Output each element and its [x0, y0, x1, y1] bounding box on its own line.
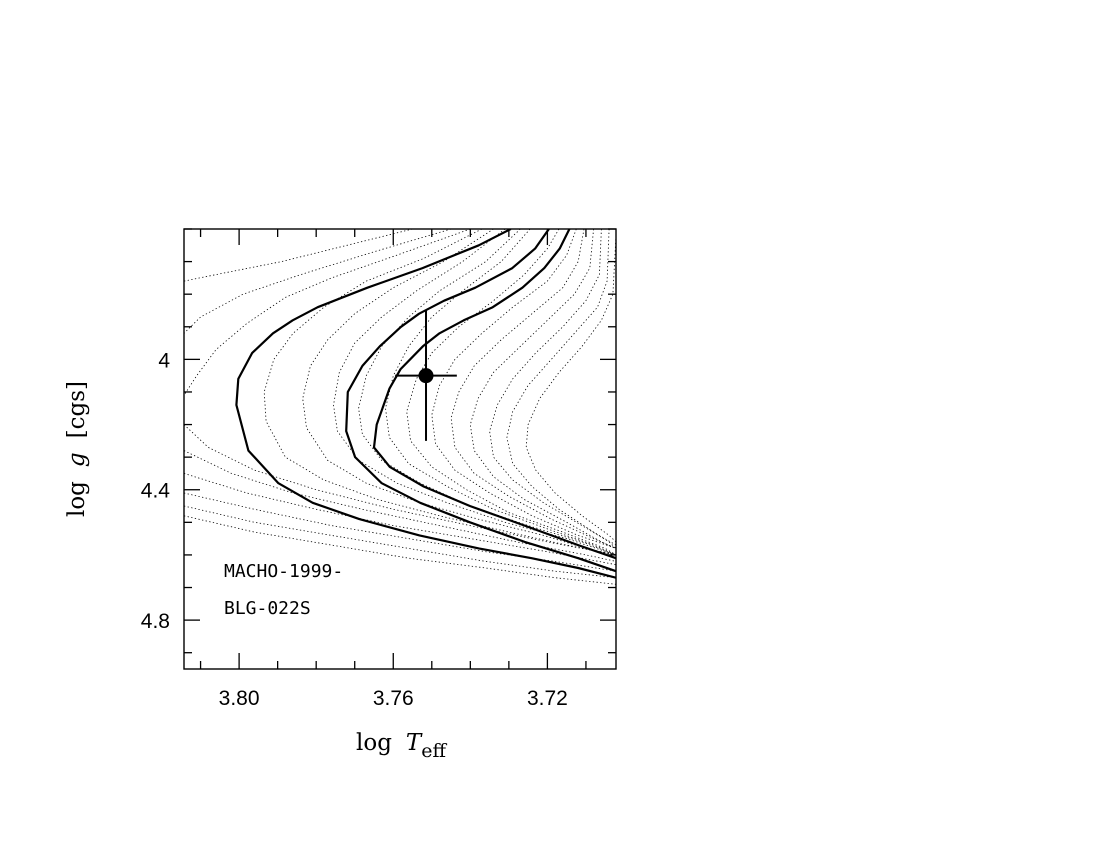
y-axis-label-unit: [cgs] — [64, 381, 90, 438]
y-axis-label-symbol: g — [64, 452, 90, 467]
x-tick-label: 3.72 — [527, 687, 568, 710]
solid-curve-2 — [372, 229, 616, 560]
y-tick-label: 4.8 — [141, 610, 170, 633]
dotted-curve-11 — [469, 229, 616, 549]
model-curves — [184, 229, 616, 585]
dotted-curve-13 — [506, 229, 616, 546]
dotted-curve-5 — [333, 229, 616, 556]
annotation-line-1: MACHO-1999- — [224, 561, 343, 582]
solid-curve-0 — [235, 229, 616, 579]
y-tick-label: 4.4 — [141, 480, 171, 503]
dotted-curve-1 — [184, 229, 452, 334]
dotted-curve-12 — [489, 229, 616, 549]
y-axis-label: log g [cgs] — [64, 381, 90, 517]
dotted-curve-0 — [184, 229, 413, 282]
observed-star — [395, 310, 457, 441]
data-point — [418, 368, 434, 384]
x-axis-label-sub: eff — [421, 740, 447, 762]
dotted-curve-3 — [263, 229, 616, 556]
y-axis-label-main: log — [64, 481, 90, 517]
dotted-curve-18 — [184, 492, 616, 572]
x-axis-label-main: log — [356, 730, 392, 756]
dotted-curve-17 — [184, 473, 616, 566]
dotted-curve-2 — [184, 229, 471, 396]
x-tick-label: 3.80 — [219, 687, 260, 710]
solid-curve-1 — [345, 229, 616, 573]
annotation-line-2: BLG-022S — [224, 598, 311, 619]
dotted-curve-4 — [302, 229, 616, 556]
x-tick-label: 3.76 — [373, 687, 414, 710]
plot-frame — [183, 228, 617, 670]
axis-ticks — [184, 228, 616, 669]
tick-labels: 3.80 3.76 3.72 4 4.4 4.8 — [141, 349, 568, 710]
dotted-curve-9 — [431, 229, 616, 549]
x-axis-label: log Teff — [356, 730, 448, 762]
y-tick-label: 4 — [158, 349, 170, 372]
dotted-curve-16 — [184, 450, 616, 562]
dotted-curve-14 — [525, 235, 616, 543]
x-axis-label-symbol: T — [406, 730, 423, 756]
dotted-curve-8 — [406, 229, 616, 556]
dotted-curve-15 — [184, 424, 616, 556]
dotted-curve-7 — [385, 229, 616, 556]
